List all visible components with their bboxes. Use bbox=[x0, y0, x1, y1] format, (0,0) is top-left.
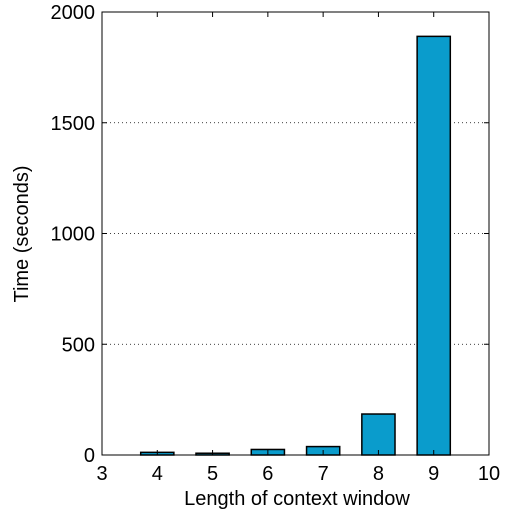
y-tick-label: 1500 bbox=[51, 113, 96, 135]
x-tick-label: 9 bbox=[428, 463, 439, 485]
x-tick-label: 10 bbox=[478, 463, 500, 485]
x-tick-label: 7 bbox=[318, 463, 329, 485]
y-tick-label: 500 bbox=[62, 334, 95, 356]
x-tick-label: 3 bbox=[96, 463, 107, 485]
x-tick-label: 5 bbox=[207, 463, 218, 485]
y-axis-title: Time (seconds) bbox=[11, 165, 33, 302]
bar-x8 bbox=[362, 414, 395, 455]
y-tick-label: 0 bbox=[84, 445, 95, 467]
x-tick-label: 4 bbox=[152, 463, 163, 485]
x-tick-label: 8 bbox=[373, 463, 384, 485]
x-axis-title: Length of context window bbox=[184, 488, 410, 510]
x-tick-label: 6 bbox=[262, 463, 273, 485]
y-tick-label: 2000 bbox=[51, 2, 96, 24]
bar-x9 bbox=[417, 36, 450, 455]
y-tick-label: 1000 bbox=[51, 224, 96, 246]
bar-series bbox=[141, 36, 451, 455]
